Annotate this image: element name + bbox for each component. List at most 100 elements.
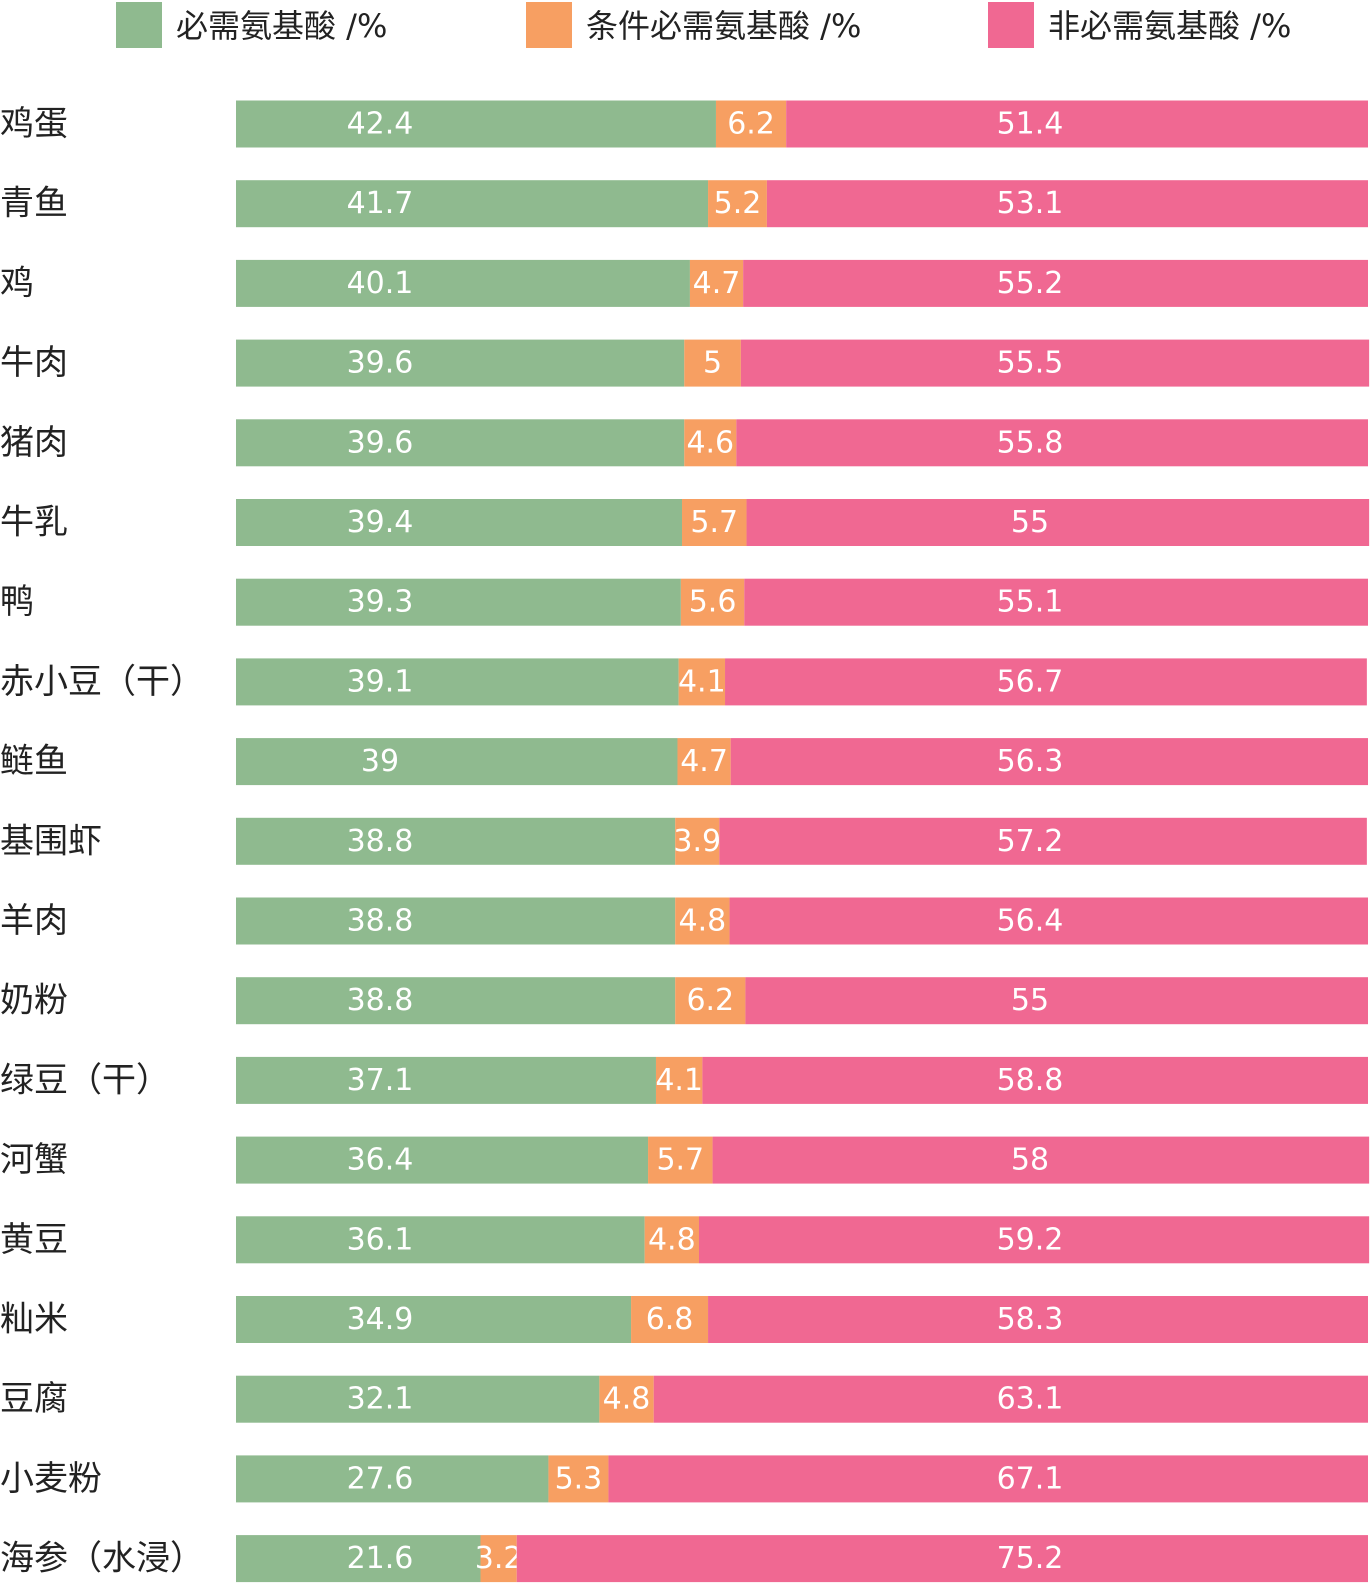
bar-segment — [236, 1455, 549, 1503]
data-label: 4.8 — [679, 904, 727, 939]
data-label: 67.1 — [997, 1461, 1064, 1496]
bar-segment — [682, 499, 747, 546]
data-label: 59.2 — [997, 1222, 1064, 1257]
data-label: 39.4 — [347, 505, 414, 540]
legend-label: 必需氨基酸 /% — [176, 7, 387, 45]
bar-segment — [236, 578, 681, 626]
bar-segment — [236, 180, 709, 228]
bar-segment — [653, 1375, 1368, 1423]
bar-segment — [599, 1375, 654, 1423]
data-label: 4.1 — [655, 1063, 703, 1098]
bar-segment — [698, 1216, 1370, 1264]
category-label: 海参（水浸） — [0, 1539, 204, 1579]
bar-row: 41.7 5.2 53.1 — [236, 180, 1368, 228]
bar-row: 39.6 4.6 55.8 — [236, 419, 1368, 467]
bar-segment — [786, 100, 1368, 148]
bar-segment — [236, 1136, 649, 1184]
bar-segment — [236, 100, 716, 148]
bar-segment — [675, 897, 730, 945]
bar-segment — [236, 1056, 656, 1104]
data-label: 5.6 — [689, 585, 737, 620]
category-label: 牛乳 — [0, 503, 68, 543]
bar-segment — [719, 817, 1367, 865]
data-label: 55.8 — [997, 425, 1064, 460]
bar-row: 27.6 5.3 67.1 — [236, 1455, 1368, 1503]
category-label: 青鱼 — [0, 184, 68, 224]
bar-segment — [678, 658, 726, 706]
bar-segment — [725, 658, 1367, 706]
bar-row: 39 4.7 56.3 — [236, 738, 1368, 786]
data-label: 5.2 — [714, 186, 762, 221]
category-label: 豆腐 — [0, 1379, 68, 1419]
category-label: 基围虾 — [0, 821, 102, 861]
data-label: 4.1 — [678, 664, 726, 699]
category-label: 牛肉 — [0, 343, 68, 383]
bar-segment — [677, 738, 731, 786]
category-label: 黄豆 — [0, 1220, 68, 1260]
data-label: 6.2 — [686, 983, 734, 1018]
bar-row: 38.8 6.2 55 — [236, 977, 1368, 1025]
bar-segment — [675, 977, 746, 1025]
bar-row: 36.1 4.8 59.2 — [236, 1216, 1370, 1264]
data-label: 56.3 — [997, 744, 1064, 779]
bar-segment — [708, 1296, 1368, 1343]
data-label: 42.4 — [347, 107, 414, 142]
bar-segment — [236, 259, 690, 307]
data-label: 55 — [1011, 983, 1049, 1018]
bar-segment — [702, 1056, 1368, 1104]
bar-segment — [644, 1216, 699, 1264]
data-label: 4.6 — [686, 425, 734, 460]
bar-row: 32.1 4.8 63.1 — [236, 1375, 1368, 1423]
data-label: 40.1 — [347, 266, 414, 301]
data-label: 38.8 — [347, 904, 414, 939]
data-label: 56.4 — [997, 904, 1064, 939]
bar-row: 39.1 4.1 56.7 — [236, 658, 1367, 706]
category-label: 赤小豆（干） — [0, 662, 204, 702]
bar-segment — [729, 897, 1368, 945]
bar-segment — [608, 1455, 1368, 1503]
bar-row: 39.3 5.6 55.1 — [236, 578, 1368, 626]
bar-segment — [236, 1296, 632, 1343]
data-label: 58 — [1011, 1143, 1049, 1178]
bar-segment — [715, 100, 787, 148]
bar-segment — [744, 578, 1368, 626]
data-label: 39.6 — [347, 425, 414, 460]
bar-segment — [236, 738, 678, 786]
bar-row: 34.9 6.8 58.3 — [236, 1296, 1368, 1343]
data-label: 4.8 — [603, 1382, 651, 1417]
bar-segment — [708, 180, 767, 228]
data-label: 5 — [703, 346, 722, 381]
data-label: 6.8 — [646, 1302, 694, 1337]
data-label: 63.1 — [997, 1382, 1064, 1417]
category-label: 猪肉 — [0, 423, 68, 463]
bar-segment — [236, 897, 676, 945]
bar-segment — [675, 817, 720, 865]
bar-segment — [712, 1136, 1370, 1184]
data-label: 5.7 — [690, 505, 738, 540]
bar-segment — [236, 977, 676, 1025]
bar-segment — [684, 419, 737, 467]
bar-row: 39.6 5 55.5 — [236, 339, 1370, 387]
bar-segment — [548, 1455, 609, 1503]
data-label: 4.8 — [648, 1222, 696, 1257]
data-label: 32.1 — [347, 1382, 414, 1417]
bar-segment — [236, 1216, 645, 1264]
bar-segment — [236, 339, 685, 387]
data-label: 38.8 — [347, 824, 414, 859]
bar-row: 42.4 6.2 51.4 — [236, 100, 1368, 148]
category-label: 鸡 — [0, 263, 34, 303]
data-label: 3.2 — [475, 1541, 523, 1576]
data-label: 5.3 — [555, 1461, 603, 1496]
bar-row: 40.1 4.7 55.2 — [236, 259, 1368, 307]
data-label: 39 — [361, 744, 399, 779]
category-label: 绿豆（干） — [0, 1060, 170, 1100]
bar-segment — [236, 499, 683, 546]
data-label: 58.8 — [997, 1063, 1064, 1098]
bar-segment — [655, 1056, 703, 1104]
bar-row: 37.1 4.1 58.8 — [236, 1056, 1368, 1104]
bar-segment — [236, 658, 679, 706]
data-label: 58.3 — [997, 1302, 1064, 1337]
bar-segment — [684, 339, 741, 387]
